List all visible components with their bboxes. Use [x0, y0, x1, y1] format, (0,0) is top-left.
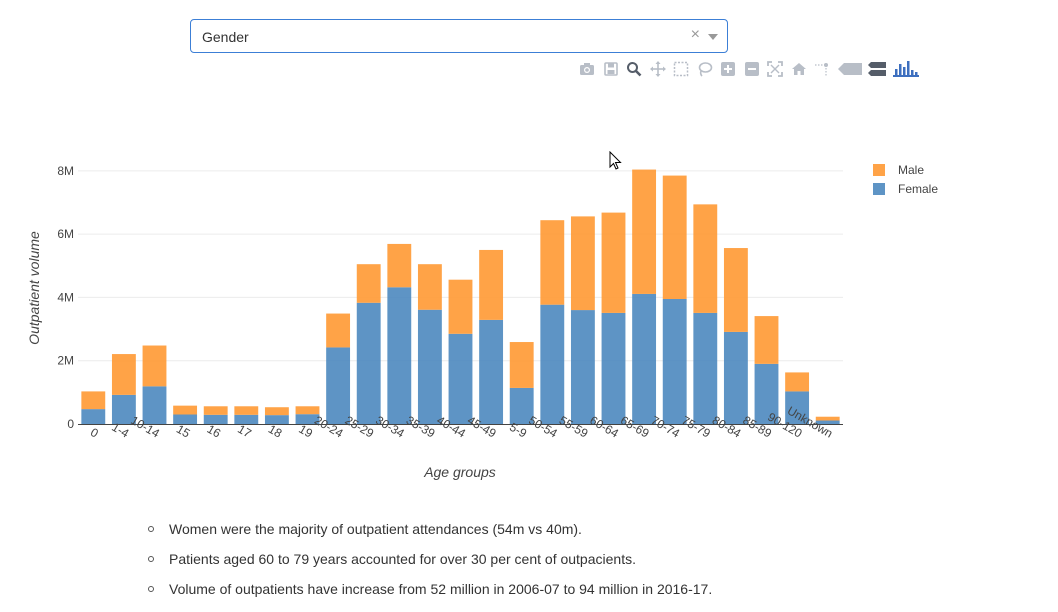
- bar-female[interactable]: [81, 409, 106, 424]
- bar-female[interactable]: [662, 298, 687, 424]
- lasso-select-icon[interactable]: [696, 60, 714, 78]
- hover-closest-icon[interactable]: [837, 60, 863, 78]
- bar-male[interactable]: [326, 313, 351, 348]
- legend-swatch-female[interactable]: [873, 183, 885, 195]
- bar-male[interactable]: [81, 391, 106, 410]
- autoscale-icon[interactable]: [766, 60, 784, 78]
- x-tick-label: 0: [88, 425, 101, 441]
- bar-male[interactable]: [111, 354, 136, 395]
- bar-male[interactable]: [601, 212, 626, 313]
- bar-female[interactable]: [540, 304, 565, 424]
- bars: [81, 169, 840, 424]
- bar-female[interactable]: [693, 312, 718, 424]
- bar-male[interactable]: [234, 406, 259, 415]
- bar-female[interactable]: [448, 333, 473, 424]
- x-axis-label: Age groups: [423, 464, 496, 480]
- camera-icon[interactable]: [578, 60, 596, 78]
- x-tick-label: 18: [266, 422, 285, 441]
- bar-female[interactable]: [326, 347, 351, 424]
- chart-modebar: [578, 59, 925, 79]
- bar-male[interactable]: [264, 407, 289, 416]
- legend-swatch-male[interactable]: [873, 164, 885, 176]
- bar-female[interactable]: [417, 309, 442, 424]
- plotly-logo-icon[interactable]: [892, 60, 920, 78]
- bar-male[interactable]: [173, 405, 198, 415]
- bar-male[interactable]: [142, 345, 167, 387]
- bar-male[interactable]: [815, 416, 840, 421]
- clear-icon[interactable]: ×: [690, 26, 700, 43]
- y-tick-label: 2M: [57, 354, 74, 368]
- bar-male[interactable]: [540, 220, 565, 305]
- bar-female[interactable]: [509, 387, 534, 424]
- reset-axes-icon[interactable]: [790, 60, 808, 78]
- bar-male[interactable]: [356, 264, 381, 303]
- bar-male[interactable]: [387, 243, 412, 288]
- zoom-in-icon[interactable]: [719, 60, 737, 78]
- bar-female[interactable]: [234, 414, 259, 424]
- save-icon[interactable]: [602, 60, 620, 78]
- spike-lines-icon[interactable]: [813, 60, 831, 78]
- bar-female[interactable]: [173, 414, 198, 424]
- bar-female[interactable]: [203, 414, 228, 424]
- y-tick-label: 4M: [57, 290, 74, 304]
- hover-compare-icon[interactable]: [868, 60, 886, 78]
- chart-container: 0 2M 4M 6M 8M 0 1-4 10-14 15 16 17 18 19 20-24 25-29 3…: [0, 0, 1058, 500]
- bar-female[interactable]: [601, 312, 626, 424]
- bar-female[interactable]: [632, 293, 657, 424]
- chevron-down-icon[interactable]: [708, 34, 718, 40]
- y-tick-label: 0: [67, 417, 74, 431]
- bar-male[interactable]: [203, 406, 228, 415]
- y-tick-label: 8M: [57, 164, 74, 178]
- bar-male[interactable]: [785, 372, 810, 392]
- bar-male[interactable]: [295, 406, 320, 415]
- bar-male[interactable]: [632, 169, 657, 294]
- bar-male[interactable]: [693, 204, 718, 313]
- bar-female[interactable]: [111, 394, 136, 424]
- legend: Male Female: [873, 163, 938, 196]
- bar-male[interactable]: [479, 249, 504, 320]
- bar-female[interactable]: [142, 386, 167, 424]
- bar-female[interactable]: [356, 302, 381, 424]
- bar-male[interactable]: [662, 175, 687, 299]
- x-tick-label: 17: [235, 422, 254, 441]
- dropdown-selected-value: Gender: [202, 29, 249, 45]
- mouse-cursor-icon: [609, 151, 622, 170]
- x-tick-label: 16: [205, 422, 224, 441]
- bar-male[interactable]: [723, 248, 748, 332]
- zoom-out-icon[interactable]: [743, 60, 761, 78]
- bar-male[interactable]: [448, 279, 473, 334]
- bar-female[interactable]: [264, 415, 289, 424]
- bar-female[interactable]: [815, 420, 840, 424]
- legend-label-male[interactable]: Male: [898, 163, 924, 177]
- note-item: Volume of outpatients have increase from…: [148, 578, 712, 608]
- bar-female[interactable]: [295, 414, 320, 424]
- legend-label-female[interactable]: Female: [898, 182, 938, 196]
- bar-male[interactable]: [570, 216, 595, 311]
- bar-male[interactable]: [754, 316, 779, 364]
- bar-female[interactable]: [785, 391, 810, 424]
- zoom-icon[interactable]: [625, 60, 643, 78]
- summary-notes: Women were the majority of outpatient at…: [148, 518, 712, 608]
- bar-female[interactable]: [723, 331, 748, 424]
- x-tick-label: 19: [296, 422, 315, 441]
- y-tick-labels: 0 2M 4M 6M 8M: [57, 164, 74, 431]
- bar-male[interactable]: [417, 264, 442, 310]
- bar-female[interactable]: [387, 287, 412, 424]
- box-select-icon[interactable]: [672, 60, 690, 78]
- y-tick-label: 6M: [57, 227, 74, 241]
- note-item: Women were the majority of outpatient at…: [148, 518, 712, 548]
- pan-icon[interactable]: [649, 60, 667, 78]
- note-item: Patients aged 60 to 79 years accounted f…: [148, 548, 712, 578]
- gender-dropdown[interactable]: Gender ×: [190, 19, 728, 53]
- bar-female[interactable]: [754, 363, 779, 424]
- bar-female[interactable]: [570, 310, 595, 424]
- x-tick-label: 15: [174, 422, 193, 441]
- bar-male[interactable]: [509, 342, 534, 388]
- y-axis-label: Outpatient volume: [26, 231, 42, 345]
- bar-female[interactable]: [479, 319, 504, 424]
